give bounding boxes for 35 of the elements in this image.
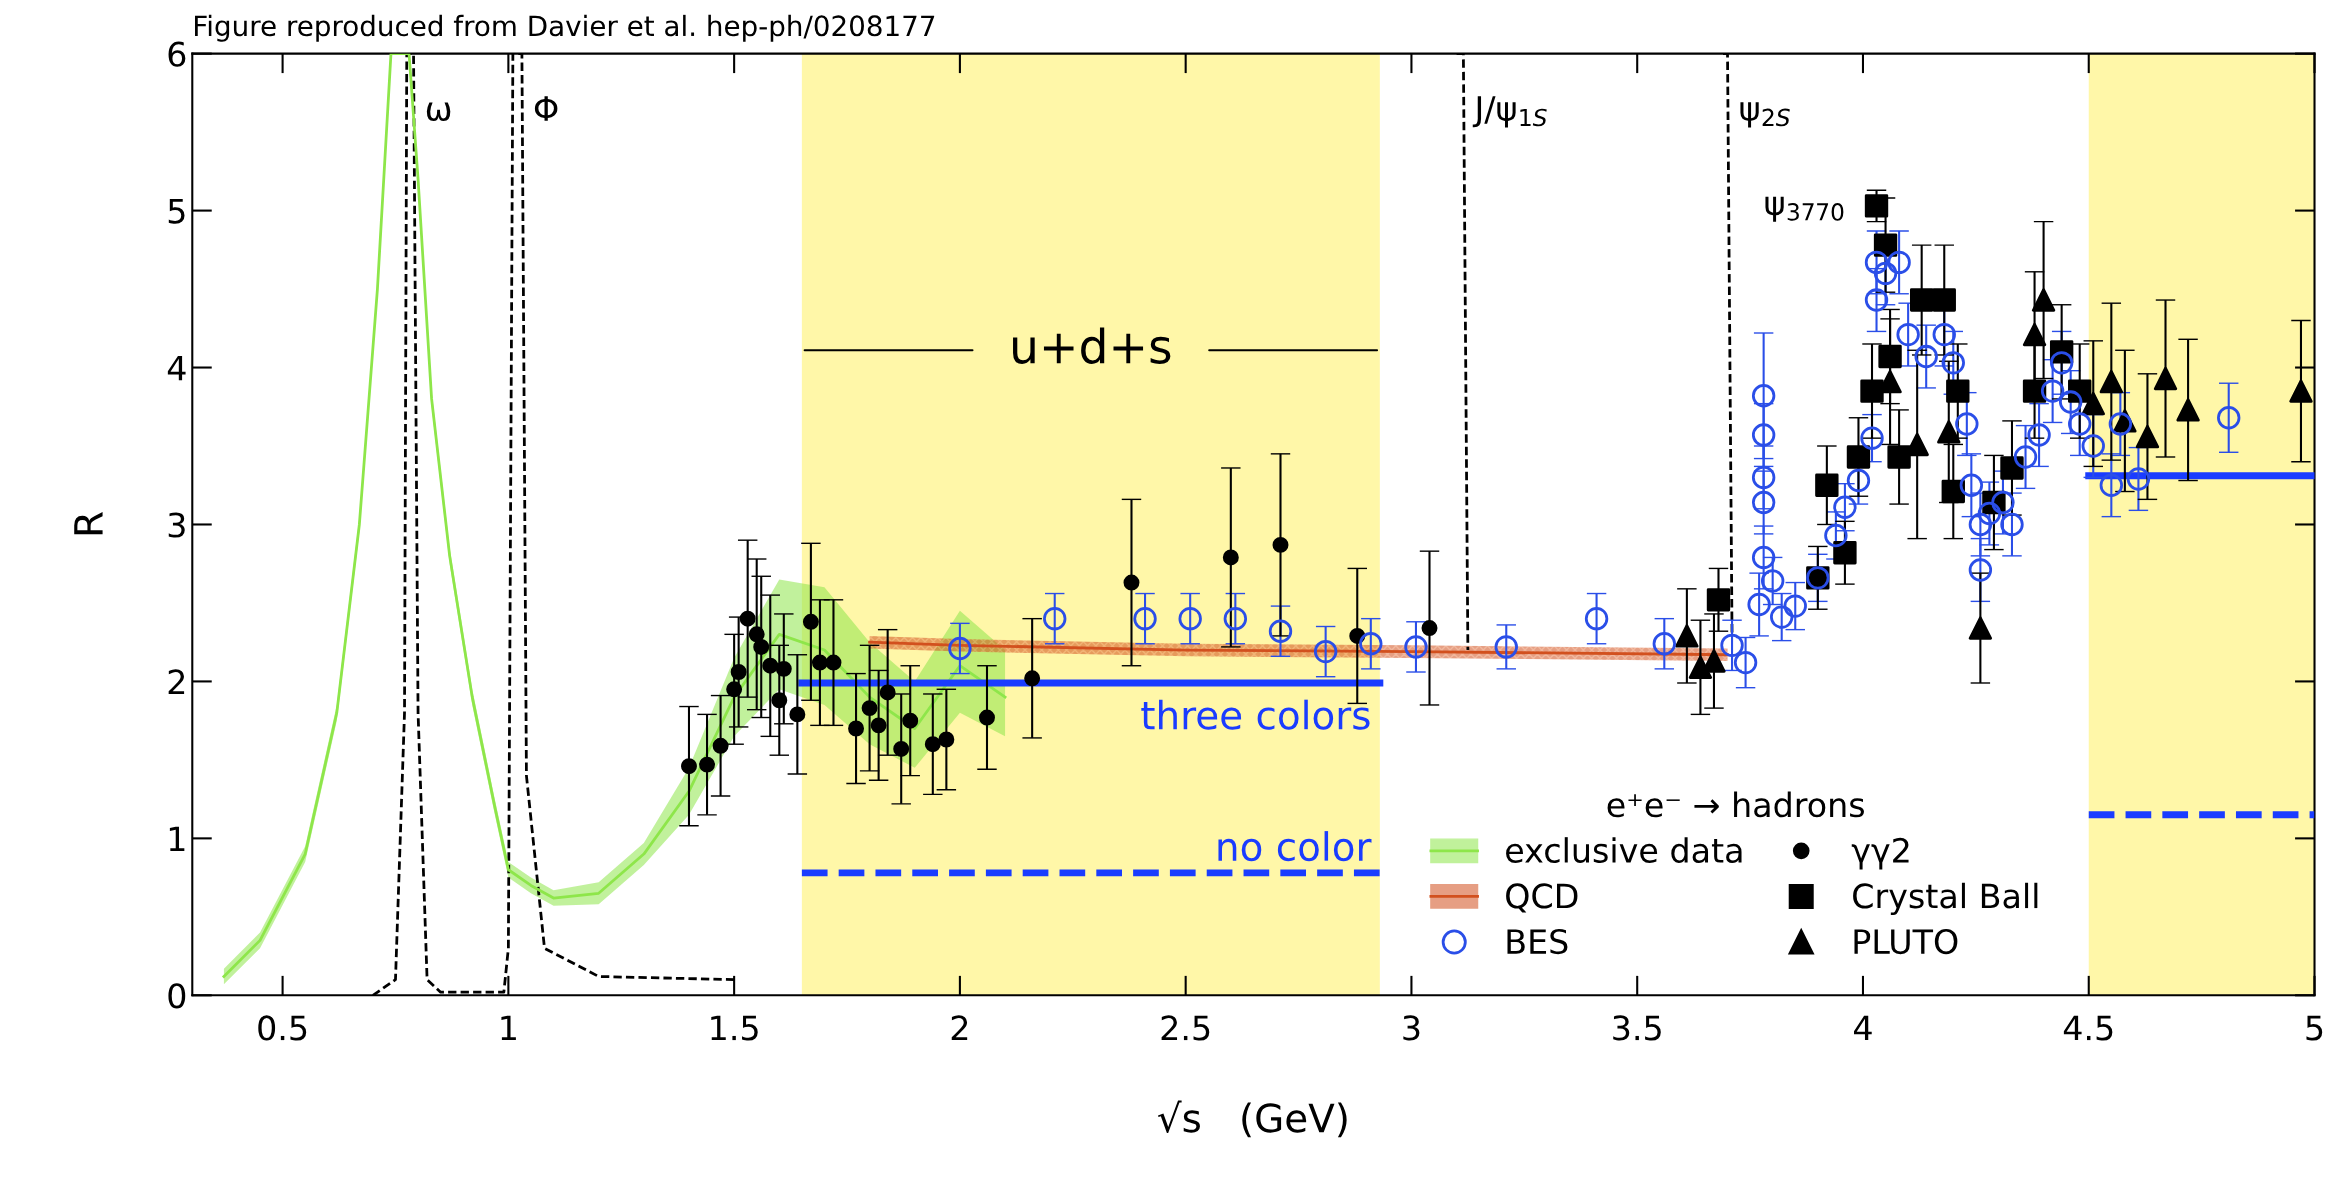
band-label: u+d+s: [1013, 327, 1171, 364]
y-tick-label: 0: [168, 983, 186, 1009]
text: Figure reproduced from Davier et al. hep-ph/0208177: [195, 14, 935, 42]
series-label: no color: [1218, 831, 1372, 862]
legend-label: exclusive data: [1506, 837, 1742, 863]
x-tick-label: 4.5: [2063, 1015, 2113, 1041]
y-tick-label: 2: [168, 669, 185, 695]
x-tick-label: 2: [951, 1015, 968, 1041]
annotation: ψ$_{2S}$: [1740, 102, 1790, 128]
y-axis-title: R: [74, 512, 103, 535]
legend-label: PLUTO: [1854, 928, 1958, 955]
y-tick-label: 4: [167, 355, 186, 381]
y-tick-label: 5: [168, 198, 185, 224]
x-axis-title: √s (GeV): [1158, 1100, 1347, 1138]
x-tick-label: 4: [1854, 1015, 1872, 1041]
legend-label: γγ2: [1851, 837, 1909, 870]
y-tick-label: 1: [169, 826, 185, 852]
x-tick-label: 2.5: [1161, 1015, 1210, 1041]
legend-label: QCD: [1506, 883, 1578, 913]
x-tick-label: 3: [1403, 1015, 1420, 1041]
x-tick-label: 5: [2306, 1015, 2323, 1041]
annotation: ψ$_{3770}$: [1765, 196, 1844, 222]
y-tick-label: 6: [168, 41, 186, 67]
annotation: ω: [426, 102, 451, 122]
x-tick-label: 0.5: [258, 1015, 307, 1041]
annotation: J/ψ$_{1S}$: [1472, 96, 1547, 128]
legend-label: BES: [1507, 928, 1568, 955]
y-tick-label: 3: [168, 512, 185, 538]
legend-label: Crystal Ball: [1853, 882, 2038, 916]
series-label: three colors: [1141, 699, 1370, 730]
x-tick-label: 1.5: [711, 1015, 758, 1041]
legend-title: e⁺e⁻ → hadrons: [1607, 791, 1864, 818]
annotation: Φ: [534, 96, 558, 121]
x-tick-label: 3.5: [1613, 1015, 1661, 1041]
x-tick-label: 1: [501, 1015, 516, 1041]
